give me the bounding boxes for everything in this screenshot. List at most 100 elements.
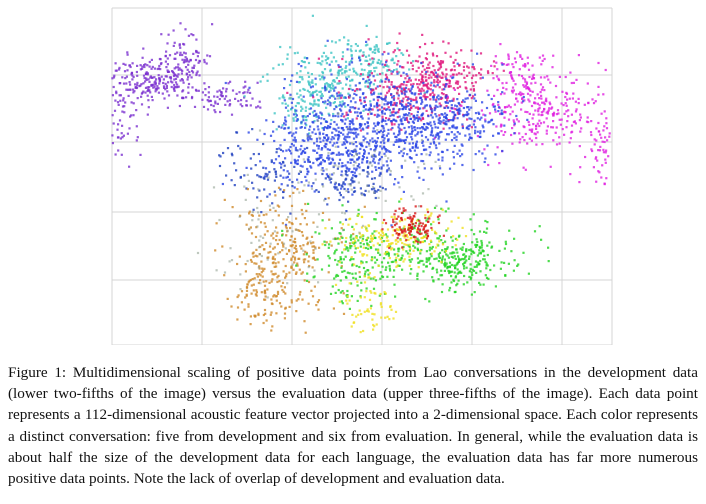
data-point: [344, 255, 347, 258]
data-point: [329, 141, 332, 144]
data-point: [438, 102, 441, 105]
data-point: [575, 108, 578, 111]
data-point: [246, 259, 249, 263]
data-point: [285, 234, 288, 237]
data-point: [418, 88, 421, 91]
data-point: [523, 99, 526, 102]
data-point: [429, 105, 432, 108]
data-point: [347, 153, 350, 156]
data-point: [455, 80, 458, 83]
data-point: [468, 108, 471, 111]
data-point: [313, 149, 316, 152]
data-point: [381, 72, 384, 75]
data-point: [494, 110, 497, 113]
data-point: [262, 166, 265, 169]
data-point: [204, 88, 207, 91]
data-point: [334, 128, 337, 131]
data-point: [375, 146, 378, 149]
data-point: [442, 93, 445, 96]
data-point: [313, 109, 316, 113]
data-point: [193, 105, 197, 108]
data-point: [415, 143, 418, 146]
data-point: [312, 249, 315, 252]
data-point: [453, 136, 456, 140]
data-point: [454, 108, 457, 111]
data-point: [438, 135, 441, 138]
data-point: [345, 150, 348, 153]
data-point: [282, 196, 285, 199]
data-point: [486, 244, 489, 247]
data-point: [297, 102, 300, 105]
data-point: [145, 72, 148, 76]
data-point: [151, 76, 154, 79]
data-point: [462, 263, 465, 266]
data-point: [252, 208, 255, 211]
data-point: [440, 120, 443, 123]
data-point: [375, 45, 378, 48]
data-point: [463, 62, 466, 65]
data-point: [173, 86, 176, 89]
data-point: [295, 271, 298, 274]
data-point: [428, 217, 431, 220]
data-point: [435, 100, 438, 103]
data-point: [379, 233, 382, 237]
data-point: [306, 241, 310, 244]
data-point: [509, 106, 512, 109]
data-point: [570, 124, 574, 127]
data-point: [435, 133, 438, 136]
data-point: [424, 136, 428, 139]
data-point: [370, 72, 373, 75]
data-point: [369, 290, 372, 293]
data-point: [402, 245, 405, 249]
data-point: [344, 60, 348, 63]
data-point: [285, 227, 288, 230]
data-point: [266, 296, 269, 299]
data-point: [334, 283, 338, 286]
data-point: [341, 223, 344, 226]
data-point: [476, 135, 479, 138]
data-point: [360, 144, 363, 147]
data-point: [470, 106, 473, 109]
data-point: [487, 277, 490, 280]
data-point: [366, 254, 369, 257]
data-point: [388, 101, 391, 104]
data-point: [435, 146, 438, 150]
data-point: [325, 87, 328, 91]
data-point: [528, 128, 531, 131]
data-point: [428, 256, 431, 260]
data-point: [188, 74, 191, 77]
data-point: [472, 123, 475, 126]
data-point: [456, 238, 459, 241]
data-point: [425, 260, 428, 263]
data-point: [273, 294, 276, 297]
data-point: [344, 105, 347, 108]
data-point: [383, 103, 386, 106]
data-point: [198, 74, 201, 77]
data-point: [347, 75, 350, 78]
data-point: [286, 184, 289, 187]
data-point: [589, 131, 593, 134]
data-point: [404, 234, 407, 237]
data-point: [216, 95, 219, 98]
data-point: [480, 239, 483, 243]
data-point: [338, 97, 341, 100]
data-point: [318, 90, 321, 93]
data-point: [410, 83, 413, 86]
data-point: [195, 72, 198, 75]
data-point: [133, 90, 136, 93]
data-point: [304, 250, 307, 253]
data-point: [378, 153, 381, 156]
data-point: [363, 96, 366, 99]
data-point: [512, 119, 515, 122]
data-point: [292, 144, 295, 147]
data-point: [307, 61, 311, 65]
data-point: [295, 299, 298, 302]
data-point: [520, 108, 523, 111]
data-point: [290, 79, 293, 83]
data-point: [410, 87, 413, 90]
data-point: [278, 97, 281, 100]
data-point: [392, 95, 395, 98]
data-point: [469, 278, 472, 281]
data-point: [548, 101, 551, 104]
data-point: [340, 114, 343, 118]
